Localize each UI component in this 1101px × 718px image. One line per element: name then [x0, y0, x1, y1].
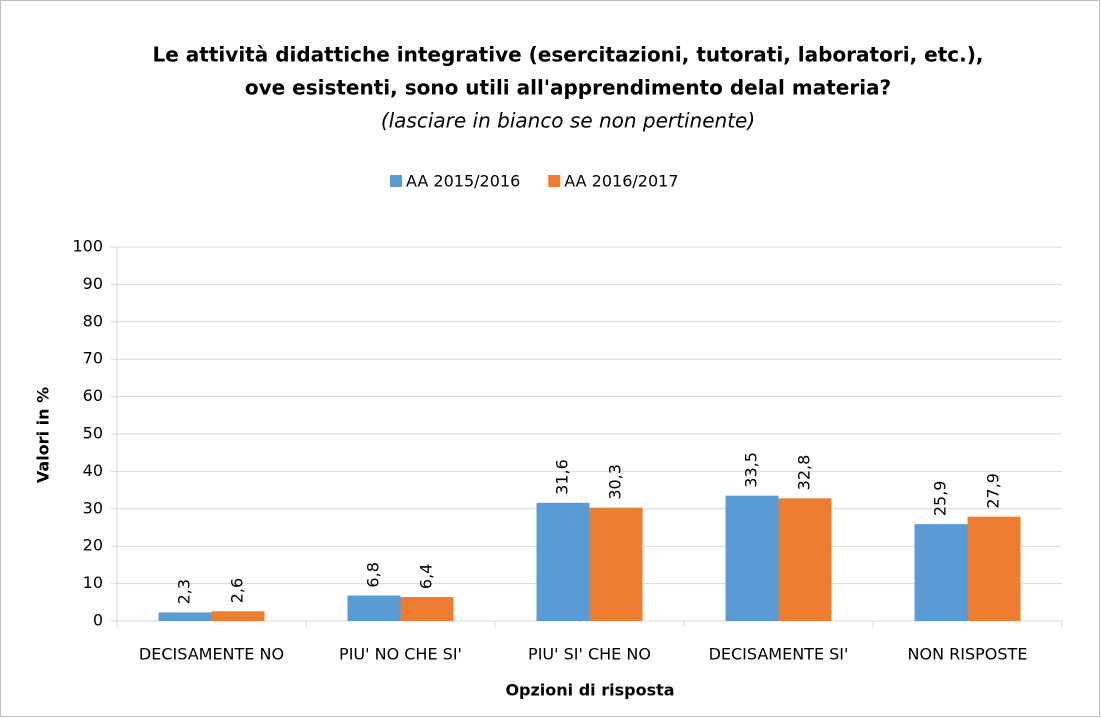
- y-tick-label: 30: [83, 498, 103, 517]
- bar: [536, 502, 590, 621]
- value-label: 6,8: [364, 562, 383, 587]
- y-tick-label: 60: [83, 386, 103, 405]
- y-tick-label: 20: [83, 536, 103, 555]
- value-label: 27,9: [984, 473, 1003, 509]
- bar: [914, 524, 968, 621]
- y-tick-label: 40: [83, 461, 103, 480]
- chart-subtitle: (lasciare in bianco se non pertinente): [381, 109, 755, 133]
- legend-swatch: [548, 175, 561, 187]
- value-label: 33,5: [742, 452, 761, 488]
- value-label: 30,3: [606, 464, 625, 500]
- bar: [400, 597, 454, 621]
- y-tick-label: 80: [83, 311, 103, 330]
- x-tick-label: DECISAMENTE SI': [709, 645, 849, 664]
- x-tick-label: NON RISPOSTE: [908, 645, 1028, 664]
- y-tick-label: 0: [93, 611, 103, 630]
- legend-swatch: [390, 175, 402, 187]
- bar: [967, 516, 1021, 621]
- chart-title: ove esistenti, sono utili all'apprendime…: [245, 76, 891, 100]
- x-tick-label: PIU' SI' CHE NO: [528, 645, 651, 664]
- bar: [778, 498, 832, 621]
- y-axis-title: Valori in %: [34, 387, 53, 483]
- value-label: 6,4: [417, 564, 436, 589]
- legend-label: AA 2015/2016: [406, 172, 520, 191]
- bar: [158, 612, 212, 621]
- bar: [725, 495, 779, 621]
- x-tick-label: DECISAMENTE NO: [139, 645, 284, 664]
- bar: [211, 611, 265, 621]
- y-tick-label: 10: [83, 573, 103, 592]
- value-label: 32,8: [795, 455, 814, 491]
- bar: [347, 595, 401, 621]
- x-axis-title: Opzioni di risposta: [505, 681, 674, 700]
- value-label: 25,9: [931, 481, 950, 517]
- y-tick-label: 100: [72, 237, 103, 256]
- chart-title: Le attività didattiche integrative (eser…: [153, 43, 984, 67]
- y-tick-label: 70: [83, 349, 103, 368]
- value-label: 2,3: [175, 579, 194, 604]
- y-tick-label: 50: [83, 424, 103, 443]
- bar: [589, 507, 643, 621]
- value-label: 2,6: [228, 578, 247, 603]
- y-tick-label: 90: [83, 274, 103, 293]
- x-tick-label: PIU' NO CHE SI': [339, 645, 462, 664]
- legend-label: AA 2016/2017: [564, 172, 678, 191]
- value-label: 31,6: [553, 459, 572, 495]
